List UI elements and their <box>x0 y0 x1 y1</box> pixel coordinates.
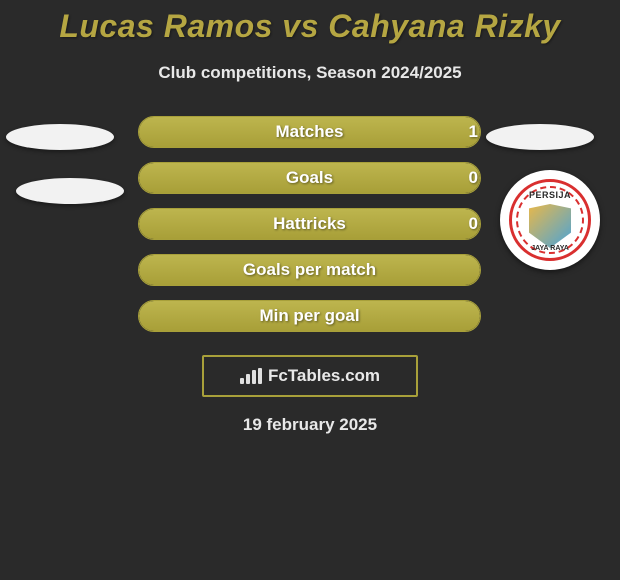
placeholder-oval <box>6 124 114 150</box>
bar-track <box>138 254 481 286</box>
date-label: 19 february 2025 <box>0 415 620 435</box>
bar-fill <box>139 255 480 285</box>
placeholder-oval <box>486 124 594 150</box>
brand-label: FcTables.com <box>268 366 380 386</box>
placeholder-oval <box>16 178 124 204</box>
bar-fill <box>139 209 480 239</box>
stat-row: Min per goal <box>0 295 620 337</box>
bar-fill <box>139 301 480 331</box>
bar-track <box>138 162 481 194</box>
brand-box[interactable]: FcTables.com <box>202 355 418 397</box>
badge-title: PERSIJA <box>512 190 588 200</box>
page-subtitle: Club competitions, Season 2024/2025 <box>0 63 620 83</box>
bars-icon <box>240 368 262 384</box>
value-right: 0 <box>454 157 478 199</box>
shield-icon <box>529 204 571 248</box>
value-right: 1 <box>454 111 478 153</box>
bar-track <box>138 300 481 332</box>
bar-track <box>138 208 481 240</box>
persija-logo: PERSIJA JAYA RAYA <box>509 179 591 261</box>
team-badge[interactable]: PERSIJA JAYA RAYA <box>500 170 600 270</box>
bar-fill <box>139 163 480 193</box>
value-right: 0 <box>454 203 478 245</box>
page-title: Lucas Ramos vs Cahyana Rizky <box>0 8 620 45</box>
bar-fill-right <box>139 117 480 147</box>
badge-sub: JAYA RAYA <box>512 245 588 252</box>
bar-track <box>138 116 481 148</box>
